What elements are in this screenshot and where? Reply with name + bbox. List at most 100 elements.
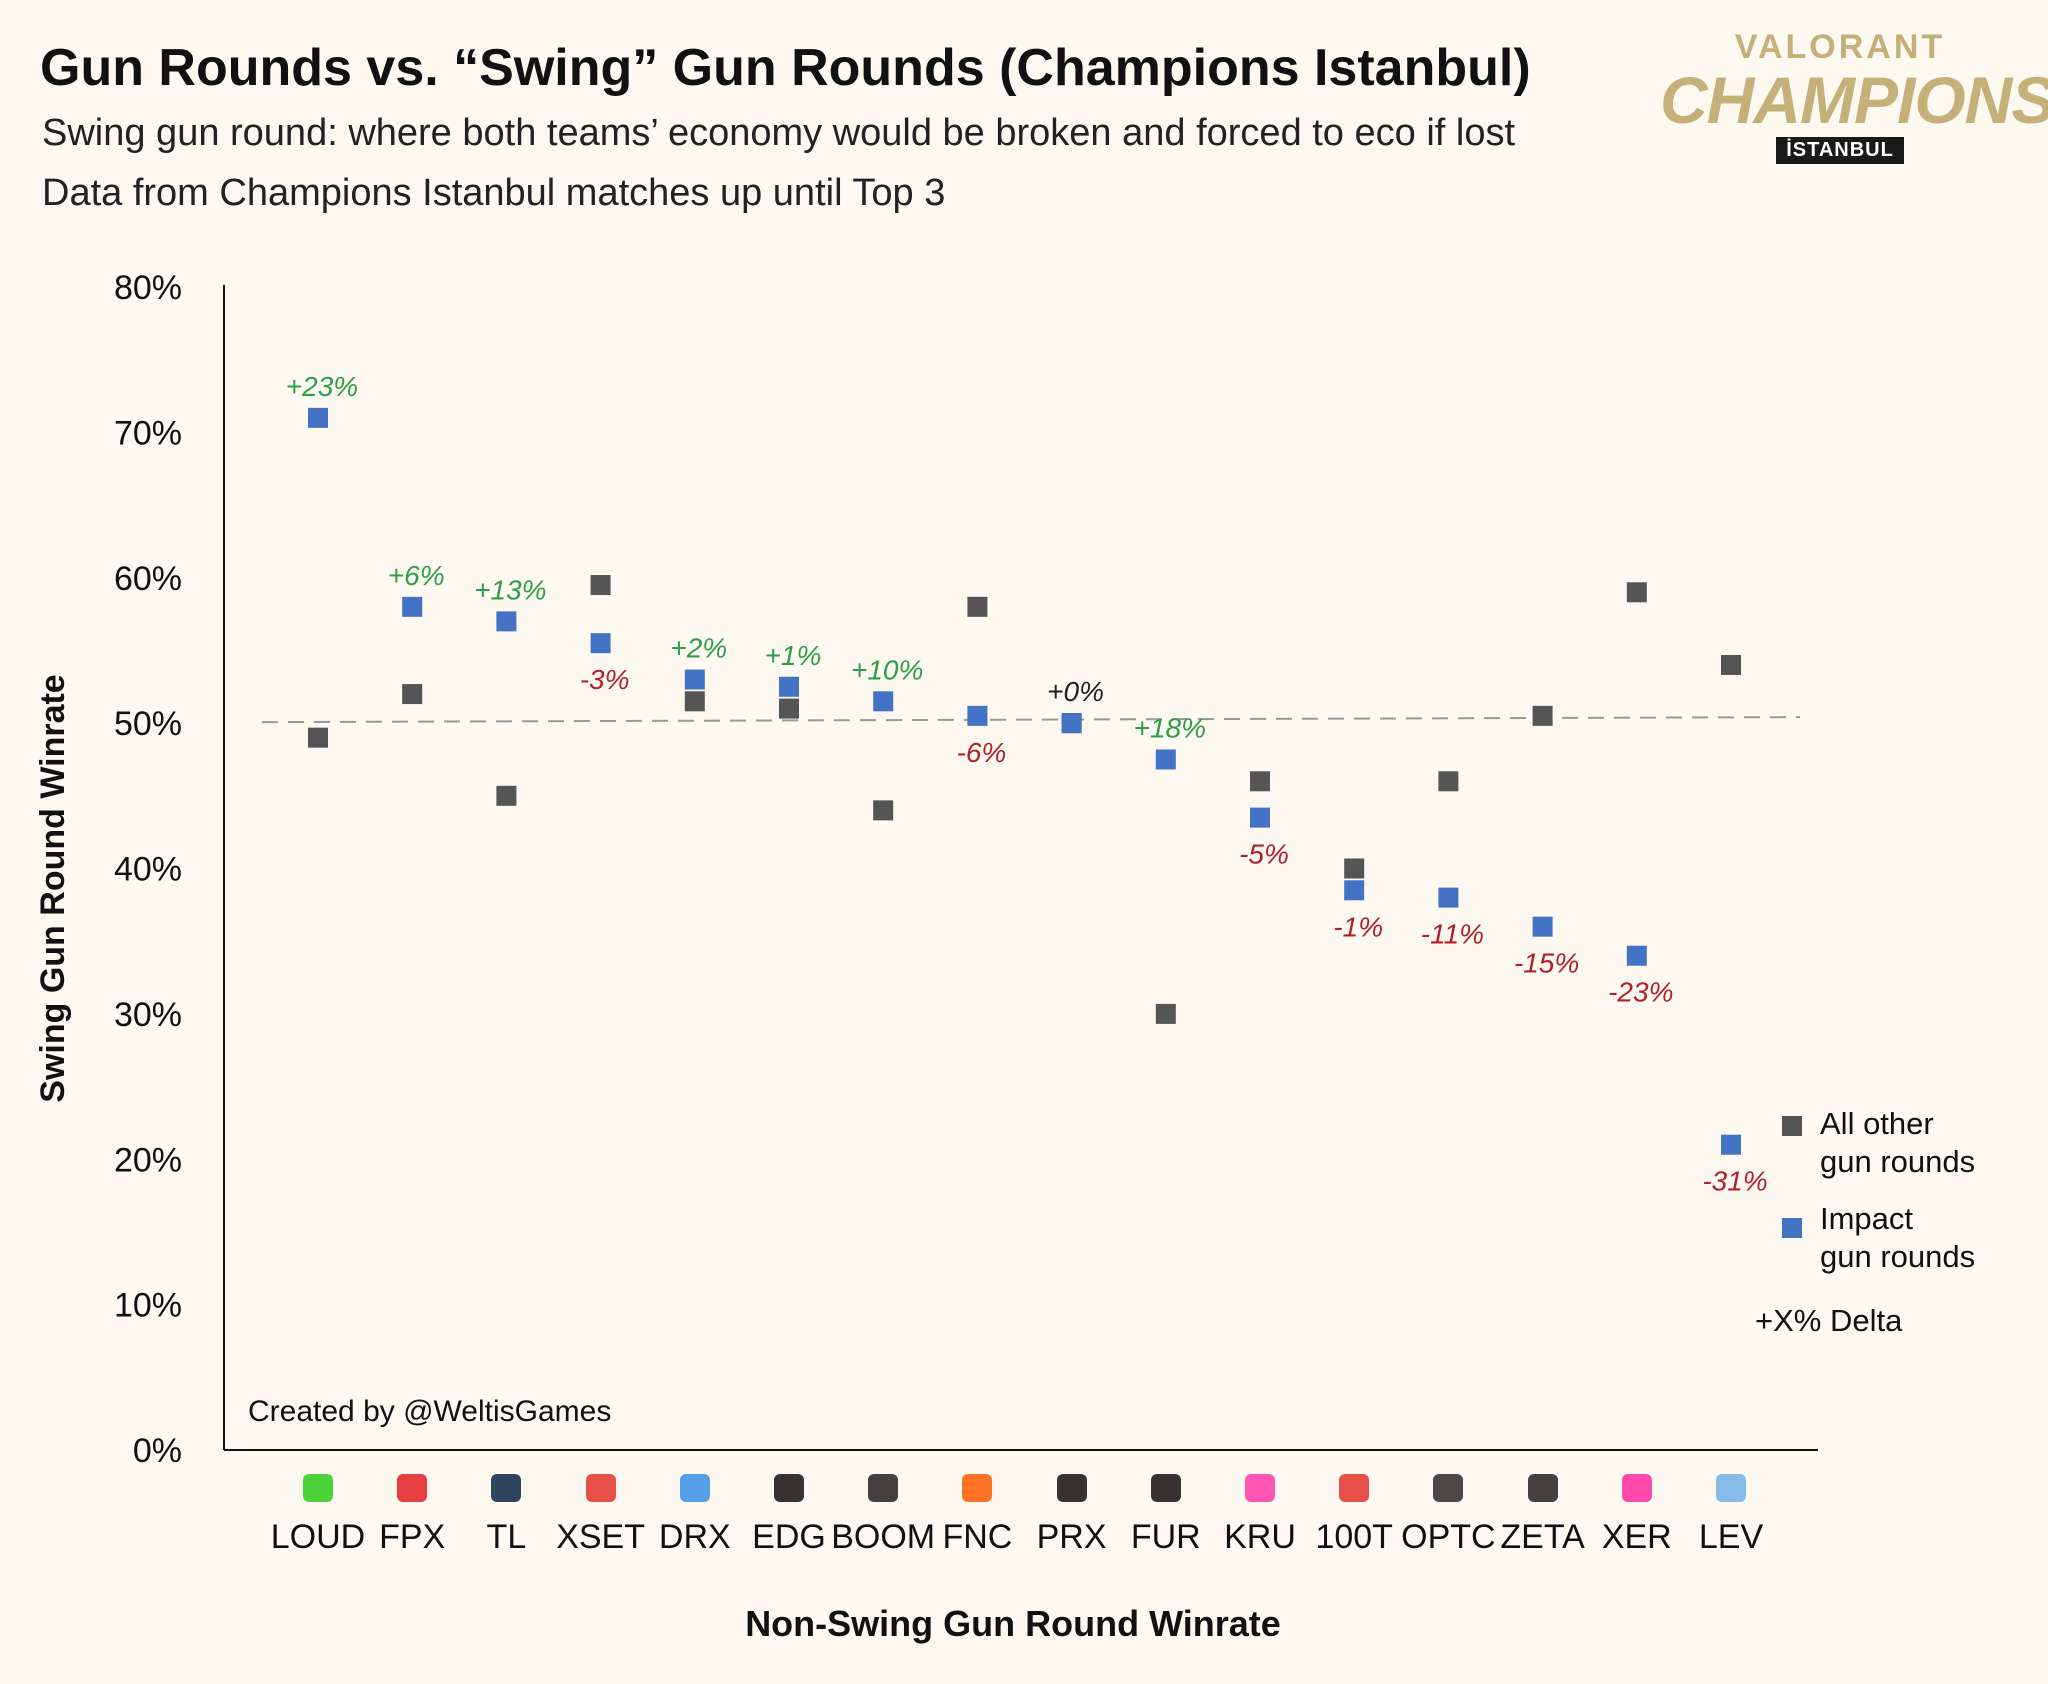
point-impact-edg xyxy=(779,676,799,697)
y-tick-label: 0% xyxy=(133,1432,182,1470)
zeta-logo-icon xyxy=(1518,1466,1568,1510)
fpx-logo-icon xyxy=(387,1466,437,1510)
legend-other-line1: All other xyxy=(1820,1106,1934,1141)
y-tick-label: 80% xyxy=(114,269,182,307)
x-tick-label-kru: KRU xyxy=(1224,1518,1296,1556)
point-other-lev xyxy=(1721,654,1741,675)
delta-label-loud: +23% xyxy=(286,371,358,402)
credit-text: Created by @WeltisGames xyxy=(248,1395,612,1428)
point-other-edg xyxy=(779,698,799,719)
point-impact-tl xyxy=(496,611,517,632)
valorant-champions-logo: VALORANT CHAMPIONS İSTANBUL xyxy=(1660,28,2048,178)
logo-line-valorant: VALORANT xyxy=(1734,28,1946,66)
x-tick-label-xer: XER xyxy=(1601,1518,1672,1556)
y-tick-label: 30% xyxy=(114,996,182,1034)
y-tick-label: 50% xyxy=(114,705,182,743)
y-tick-label: 20% xyxy=(114,1141,182,1179)
edg-logo-icon xyxy=(764,1466,814,1510)
loud-logo-icon xyxy=(293,1466,343,1510)
xset-logo-icon xyxy=(576,1466,626,1510)
delta-label-boom: +10% xyxy=(851,654,923,685)
legend-other-label: All other gun rounds xyxy=(1820,1105,1975,1181)
100t-logo-icon xyxy=(1329,1466,1379,1510)
point-other-loud xyxy=(308,727,328,748)
x-tick-label-100t: 100T xyxy=(1315,1518,1393,1556)
legend-impact-line1: Impact xyxy=(1820,1201,1914,1236)
point-impact-loud xyxy=(308,407,328,428)
point-impact-xer xyxy=(1626,945,1647,966)
point-other-boom xyxy=(873,800,894,821)
point-other-tl xyxy=(496,785,517,806)
legend-impact-line2: gun rounds xyxy=(1820,1239,1976,1274)
point-other-kru xyxy=(1250,771,1270,792)
delta-label-100t: -1% xyxy=(1333,911,1383,942)
y-tick-label: 10% xyxy=(114,1287,182,1325)
kru-logo-icon xyxy=(1235,1466,1285,1510)
point-impact-lev xyxy=(1721,1134,1741,1155)
point-impact-optc xyxy=(1438,887,1459,908)
delta-label-tl: +13% xyxy=(474,574,546,605)
legend-impact-label: Impact gun rounds xyxy=(1820,1200,1975,1276)
point-impact-zeta xyxy=(1532,916,1553,937)
x-tick-label-tl: TL xyxy=(486,1518,527,1556)
delta-label-fnc: -6% xyxy=(957,737,1007,768)
legend-delta-label: +X% Delta xyxy=(1755,1302,1902,1340)
point-other-100t xyxy=(1344,858,1365,879)
delta-label-fur: +18% xyxy=(1134,712,1206,743)
delta-label-kru: -5% xyxy=(1239,839,1289,870)
prx-logo-icon xyxy=(1047,1466,1097,1510)
x-tick-label-optc: OPTC xyxy=(1401,1518,1496,1556)
logo-line-champions: CHAMPIONS xyxy=(1660,63,2048,137)
subtitle-source: Data from Champions Istanbul matches up … xyxy=(42,172,946,214)
optc-logo-icon xyxy=(1423,1466,1473,1510)
point-other-fur xyxy=(1155,1003,1176,1024)
x-tick-label-prx: PRX xyxy=(1036,1518,1107,1556)
delta-label-edg: +1% xyxy=(765,640,822,671)
logo-line-istanbul: İSTANBUL xyxy=(1776,137,1904,164)
delta-label-fpx: +6% xyxy=(388,560,445,591)
subtitle-definition: Swing gun round: where both teams’ econo… xyxy=(42,112,1516,154)
y-axis-title: Swing Gun Round Winrate xyxy=(34,674,72,1102)
x-tick-label-fur: FUR xyxy=(1130,1518,1201,1556)
x-tick-label-boom: BOOM xyxy=(831,1518,936,1556)
point-impact-100t xyxy=(1344,880,1365,901)
delta-label-lev: -31% xyxy=(1702,1166,1767,1197)
x-tick-label-fnc: FNC xyxy=(942,1518,1013,1556)
point-other-xset xyxy=(590,575,611,596)
fnc-logo-icon xyxy=(952,1466,1002,1510)
y-tick-label: 70% xyxy=(114,414,182,452)
xer-logo-icon xyxy=(1612,1466,1662,1510)
x-tick-label-zeta: ZETA xyxy=(1500,1518,1585,1556)
point-other-drx xyxy=(684,691,705,712)
x-tick-label-edg: EDG xyxy=(752,1518,826,1556)
x-axis-title: Non-Swing Gun Round Winrate xyxy=(745,1603,1281,1644)
chart-title: Gun Rounds vs. “Swing” Gun Rounds (Champ… xyxy=(40,39,1531,97)
legend-impact-swatch xyxy=(1782,1218,1802,1238)
y-tick-label: 60% xyxy=(114,560,182,598)
delta-label-xer: -23% xyxy=(1608,977,1673,1008)
tl-logo-icon xyxy=(481,1466,531,1510)
point-impact-fpx xyxy=(402,596,423,617)
x-tick-label-lev: LEV xyxy=(1698,1518,1764,1556)
y-tick-label: 40% xyxy=(114,851,182,889)
point-impact-boom xyxy=(873,691,894,712)
point-other-fpx xyxy=(402,684,423,705)
legend-other-line2: gun rounds xyxy=(1820,1144,1976,1179)
legend-delta-text: +X% Delta xyxy=(1755,1303,1903,1338)
delta-label-optc: -11% xyxy=(1421,919,1484,950)
delta-label-prx: +0% xyxy=(1047,676,1104,707)
legend-other-swatch xyxy=(1782,1116,1802,1136)
point-impact-kru xyxy=(1250,807,1270,828)
delta-label-drx: +2% xyxy=(670,633,727,664)
point-impact-xset xyxy=(590,633,611,654)
lev-logo-icon xyxy=(1706,1466,1756,1510)
x-tick-label-drx: DRX xyxy=(658,1518,731,1556)
point-other-xer xyxy=(1626,582,1647,603)
boom-logo-icon xyxy=(858,1466,908,1510)
reference-line-50 xyxy=(261,716,1801,724)
point-impact-fur xyxy=(1155,749,1176,770)
x-tick-label-xset: XSET xyxy=(556,1518,645,1556)
point-impact-prx xyxy=(1061,713,1082,734)
point-impact-drx xyxy=(684,669,705,690)
